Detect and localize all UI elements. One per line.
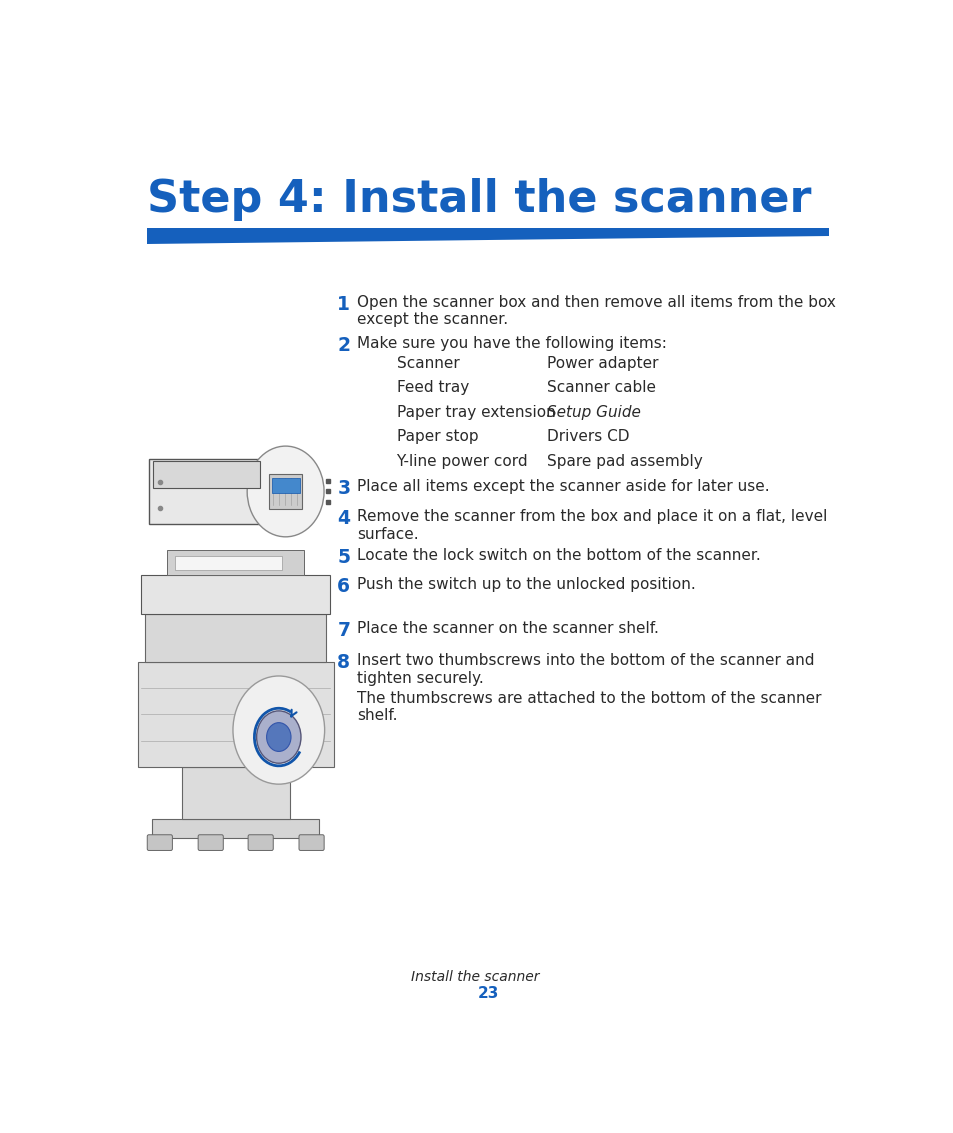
Circle shape xyxy=(233,676,324,784)
Circle shape xyxy=(256,710,300,764)
Bar xyxy=(174,556,282,570)
FancyBboxPatch shape xyxy=(298,835,324,851)
FancyBboxPatch shape xyxy=(147,835,172,851)
Text: Feed tray: Feed tray xyxy=(396,381,468,395)
Text: Y-line power cord: Y-line power cord xyxy=(396,453,528,469)
FancyBboxPatch shape xyxy=(149,459,263,525)
Text: 23: 23 xyxy=(477,986,499,1000)
Text: Insert two thumbscrews into the bottom of the scanner and
tighten securely.: Insert two thumbscrews into the bottom o… xyxy=(357,654,814,685)
Polygon shape xyxy=(147,228,828,244)
FancyBboxPatch shape xyxy=(137,662,334,767)
Text: 7: 7 xyxy=(337,621,350,640)
FancyBboxPatch shape xyxy=(141,574,330,614)
Text: 3: 3 xyxy=(337,479,350,497)
FancyBboxPatch shape xyxy=(182,767,290,819)
Circle shape xyxy=(247,446,324,537)
Text: Open the scanner box and then remove all items from the box
except the scanner.: Open the scanner box and then remove all… xyxy=(357,295,836,327)
Text: 4: 4 xyxy=(337,510,350,528)
FancyBboxPatch shape xyxy=(248,835,273,851)
Text: The thumbscrews are attached to the bottom of the scanner
shelf.: The thumbscrews are attached to the bott… xyxy=(357,691,821,723)
Text: Place all items except the scanner aside for later use.: Place all items except the scanner aside… xyxy=(357,479,769,494)
Text: Power adapter: Power adapter xyxy=(546,356,658,370)
FancyBboxPatch shape xyxy=(198,835,223,851)
FancyBboxPatch shape xyxy=(167,551,304,574)
Text: 6: 6 xyxy=(337,577,350,596)
Text: Scanner: Scanner xyxy=(396,356,458,370)
Text: Drivers CD: Drivers CD xyxy=(546,429,628,444)
FancyBboxPatch shape xyxy=(145,614,326,662)
Text: Spare pad assembly: Spare pad assembly xyxy=(546,453,701,469)
Text: 8: 8 xyxy=(337,654,350,672)
Text: Make sure you have the following items:: Make sure you have the following items: xyxy=(357,335,666,351)
Text: Scanner cable: Scanner cable xyxy=(546,381,655,395)
Text: 5: 5 xyxy=(337,547,350,566)
Text: 1: 1 xyxy=(337,295,350,314)
Text: Push the switch up to the unlocked position.: Push the switch up to the unlocked posit… xyxy=(357,577,696,591)
Text: Paper stop: Paper stop xyxy=(396,429,477,444)
Text: 2: 2 xyxy=(337,335,350,355)
Text: Setup Guide: Setup Guide xyxy=(546,404,639,419)
Text: Locate the lock switch on the bottom of the scanner.: Locate the lock switch on the bottom of … xyxy=(357,547,760,563)
Bar xyxy=(272,477,299,493)
Text: Place the scanner on the scanner shelf.: Place the scanner on the scanner shelf. xyxy=(357,621,659,636)
Circle shape xyxy=(266,723,291,751)
Text: Step 4: Install the scanner: Step 4: Install the scanner xyxy=(147,178,811,221)
Text: Install the scanner: Install the scanner xyxy=(411,970,539,983)
Text: Remove the scanner from the box and place it on a flat, level
surface.: Remove the scanner from the box and plac… xyxy=(357,510,827,542)
FancyBboxPatch shape xyxy=(152,461,259,488)
Bar xyxy=(269,474,301,509)
FancyBboxPatch shape xyxy=(152,819,318,838)
Text: Paper tray extension: Paper tray extension xyxy=(396,404,555,419)
